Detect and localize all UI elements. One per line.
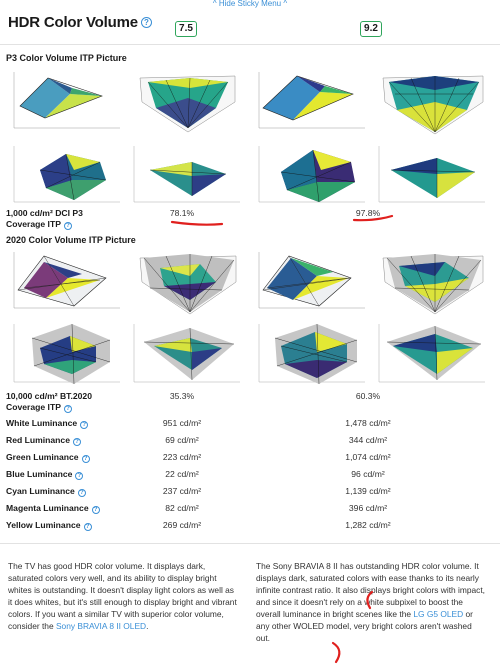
p3-right-3d-bottom-plot (255, 140, 370, 210)
magenta-luminance-left: 82 cd/m² (165, 503, 199, 513)
bt2020-coverage-right-value: 60.3% (355, 391, 381, 401)
bt2020-right-top-plot (255, 248, 370, 314)
question-circle-icon[interactable]: ? (63, 405, 72, 413)
bt2020-coverage-left-value: 35.3% (169, 391, 195, 401)
question-circle-icon[interactable]: ? (140, 17, 152, 28)
right-description: The Sony BRAVIA 8 II has outstanding HDR… (256, 561, 486, 643)
section-title-text: HDR Color Volume (8, 14, 138, 31)
section-header: HDR Color Volume? 7.5 9.2 (0, 10, 500, 48)
white-luminance-label: White Luminance? (6, 418, 89, 429)
magenta-luminance-label: Magenta Luminance? (6, 503, 100, 514)
cyan-luminance-right: 1,139 cd/m² (345, 486, 391, 496)
bt2020-section-title: 2020 Color Volume ITP Picture (6, 235, 136, 245)
p3-left-top-plot (10, 68, 125, 136)
bt2020-left-3d-bottom-plot (10, 318, 125, 390)
lg-g5-link[interactable]: LG G5 OLED (413, 609, 464, 619)
hide-sticky-menu-link[interactable]: ^ Hide Sticky Menu ^ (212, 0, 288, 8)
p3-coverage-label: 1,000 cd/m² DCI P3 Coverage ITP? (6, 208, 83, 230)
left-description: The TV has good HDR color volume. It dis… (8, 561, 237, 631)
p3-right-3d-side-plot (375, 140, 490, 210)
p3-left-3d-top-plot (130, 68, 245, 140)
blue-luminance-left: 22 cd/m² (165, 469, 199, 479)
question-circle-icon[interactable]: ? (77, 489, 86, 497)
p3-left-3d-bottom-plot (10, 140, 125, 210)
bt2020-right-3d-side-plot (375, 318, 490, 390)
p3-left-3d-side-plot (130, 140, 245, 210)
divider (0, 44, 500, 45)
p3-coverage-right-value: 97.8% (355, 208, 381, 218)
bt2020-left-3d-top-plot (130, 248, 245, 318)
red-luminance-label: Red Luminance? (6, 435, 81, 446)
p3-section-title: P3 Color Volume ITP Picture (6, 53, 127, 63)
p3-right-3d-top-plot (375, 68, 490, 140)
magenta-luminance-right: 396 cd/m² (348, 503, 388, 513)
blue-luminance-right: 96 cd/m² (351, 469, 385, 479)
white-luminance-left: 951 cd/m² (162, 418, 202, 428)
score-badge-right: 9.2 (360, 21, 382, 37)
bt2020-right-3d-top-plot (375, 248, 490, 318)
question-circle-icon[interactable]: ? (83, 523, 92, 531)
bt2020-coverage-label: 10,000 cd/m² BT.2020 Coverage ITP? (6, 391, 92, 413)
bt2020-left-3d-side-plot (130, 318, 245, 390)
bt2020-right-3d-bottom-plot (255, 318, 370, 390)
blue-luminance-label: Blue Luminance? (6, 469, 84, 480)
red-luminance-left: 69 cd/m² (165, 435, 199, 445)
question-circle-icon[interactable]: ? (81, 455, 90, 463)
question-circle-icon[interactable]: ? (63, 222, 72, 230)
cyan-luminance-label: Cyan Luminance? (6, 486, 86, 497)
score-badge-left: 7.5 (175, 21, 197, 37)
yellow-luminance-right: 1,282 cd/m² (345, 520, 391, 530)
white-luminance-right: 1,478 cd/m² (345, 418, 391, 428)
p3-coverage-left-value: 78.1% (169, 208, 195, 218)
green-luminance-right: 1,074 cd/m² (345, 452, 391, 462)
yellow-luminance-left: 269 cd/m² (162, 520, 202, 530)
red-luminance-right: 344 cd/m² (348, 435, 388, 445)
yellow-luminance-label: Yellow Luminance? (6, 520, 92, 531)
sony-bravia-link[interactable]: Sony BRAVIA 8 II OLED (55, 621, 147, 631)
question-circle-icon[interactable]: ? (75, 472, 84, 480)
green-luminance-left: 223 cd/m² (162, 452, 202, 462)
question-circle-icon[interactable]: ? (80, 421, 89, 429)
bt2020-left-top-plot (10, 248, 125, 314)
section-title: HDR Color Volume? (8, 14, 152, 31)
green-luminance-label: Green Luminance? (6, 452, 90, 463)
divider (0, 543, 500, 544)
cyan-luminance-left: 237 cd/m² (162, 486, 202, 496)
question-circle-icon[interactable]: ? (73, 438, 81, 446)
p3-right-top-plot (255, 68, 370, 136)
question-circle-icon[interactable]: ? (91, 506, 100, 514)
